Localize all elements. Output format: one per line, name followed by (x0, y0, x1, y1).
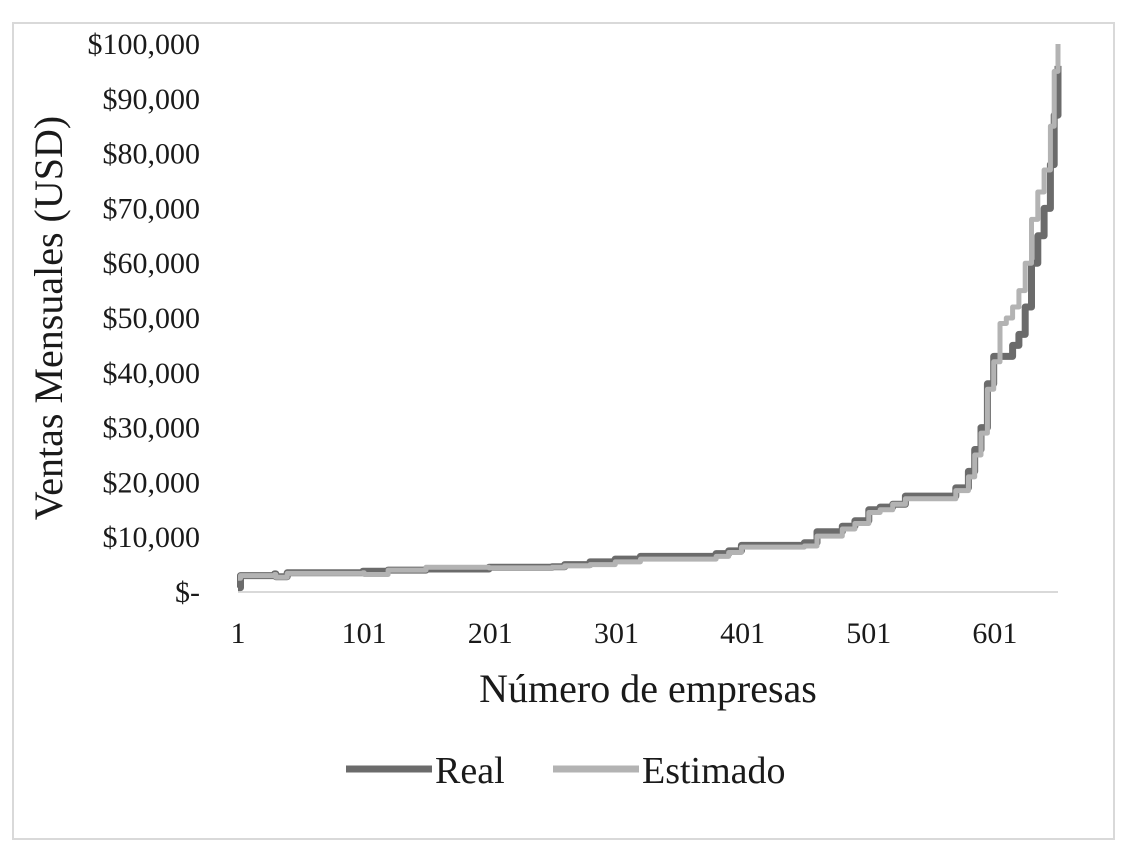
x-tick-label: 401 (720, 617, 765, 650)
y-tick-label: $60,000 (103, 247, 201, 280)
legend-label-real: Real (435, 750, 505, 792)
legend: Real Estimado (346, 750, 786, 792)
y-axis-title: Ventas Mensuales (USD) (26, 116, 71, 520)
x-tick-label: 301 (594, 617, 639, 650)
x-tick-label: 201 (468, 617, 513, 650)
y-tick-label: $90,000 (103, 83, 201, 116)
y-tick-label: $40,000 (103, 357, 201, 390)
x-tick-label: 1 (231, 617, 246, 650)
series-line-real (237, 65, 1062, 592)
series-lines (237, 44, 1062, 592)
y-tick-label: $80,000 (103, 138, 201, 171)
y-tick-label: $70,000 (103, 192, 201, 225)
x-axis-ticks: 1 101 201 301 401 501 601 (231, 617, 1018, 650)
x-tick-label: 601 (972, 617, 1017, 650)
y-axis-ticks: $- $10,000 $20,000 $30,000 $40,000 $50,000 $60… (88, 28, 201, 609)
y-tick-label: $50,000 (103, 302, 201, 335)
x-tick-label: 501 (846, 617, 891, 650)
x-tick-label: 101 (342, 617, 387, 650)
y-tick-label: $20,000 (103, 466, 201, 499)
y-tick-label: $- (175, 576, 200, 609)
series-line-estimado (238, 44, 1061, 581)
legend-label-estimado: Estimado (642, 750, 786, 792)
y-tick-label: $100,000 (88, 28, 201, 61)
chart-frame (12, 22, 1115, 840)
x-axis-title: Número de empresas (479, 666, 817, 711)
y-tick-label: $10,000 (103, 521, 201, 554)
y-tick-label: $30,000 (103, 412, 201, 445)
